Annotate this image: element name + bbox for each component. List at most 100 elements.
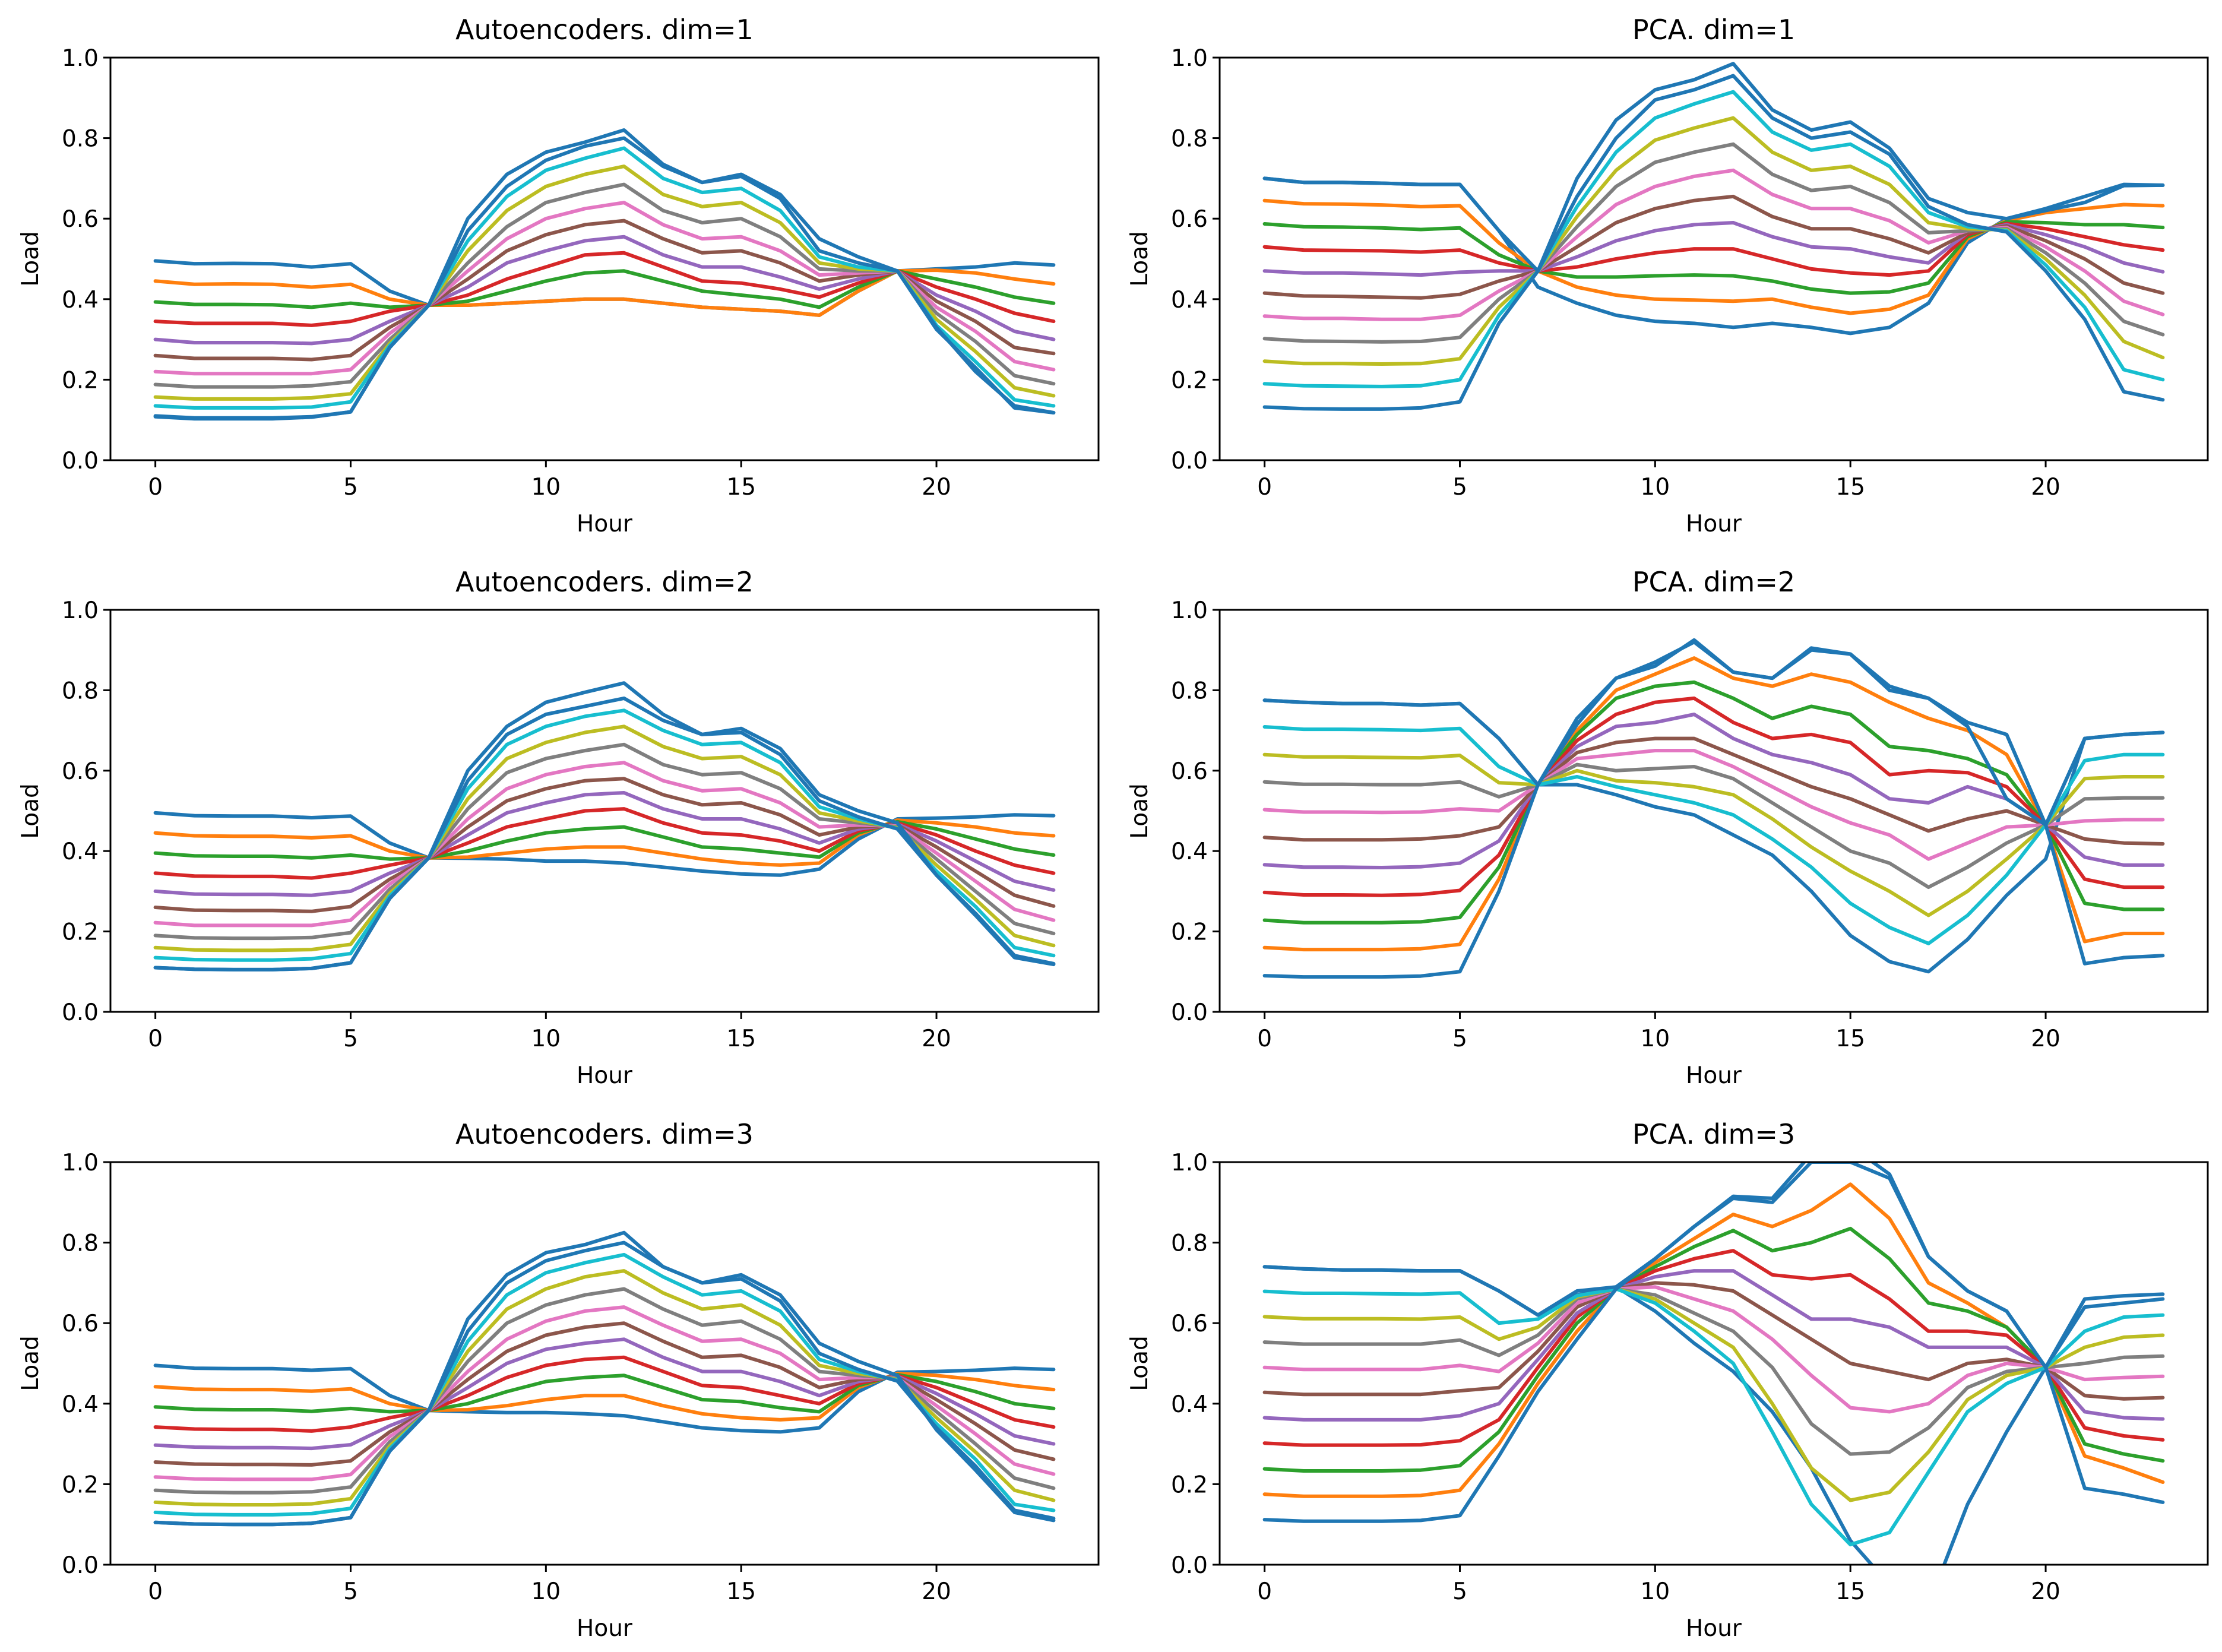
axes-frame <box>109 56 1100 461</box>
y-tick-label: 0.8 <box>62 126 99 153</box>
y-tick-label: 0.0 <box>1171 999 1208 1026</box>
series-line-c5 <box>1262 736 2165 846</box>
ticks-layer: 0.0 0.2 0.4 0.6 0.8 1.0 0 5 10 15 20 <box>1171 1150 2060 1605</box>
y-tick-label: 0.8 <box>1171 1230 1208 1257</box>
series-line-c1 <box>1262 656 2165 952</box>
x-axis-label: Hour <box>577 1062 633 1089</box>
x-tick-label: 0 <box>148 1578 163 1605</box>
series-line-c3 <box>1262 221 2165 277</box>
y-tick-label: 0.2 <box>62 919 99 946</box>
series-line-c1 <box>153 1371 1056 1422</box>
series-line-c11 <box>1262 1162 2165 1369</box>
panel-pca-dim2: PCA. dim=2 0.0 0.2 0.4 0.6 0.8 1.0 0 5 1… <box>1126 566 2209 1089</box>
y-tick-label: 0.0 <box>62 999 99 1026</box>
series-line-c11 <box>1262 62 2165 273</box>
series-line-c7 <box>1262 762 2165 890</box>
y-tick-label: 0.2 <box>62 367 99 394</box>
y-tick-label: 0.6 <box>62 1311 99 1337</box>
x-tick-label: 10 <box>531 1026 561 1052</box>
x-tick-label: 5 <box>343 474 358 501</box>
series-line-c11 <box>153 681 1056 971</box>
x-axis-label: Hour <box>1686 511 1742 537</box>
series-line-c11 <box>1262 638 2165 827</box>
y-tick-label: 0.4 <box>62 1391 99 1418</box>
y-tick-label: 1.0 <box>1171 597 1208 624</box>
y-tick-label: 0.8 <box>1171 678 1208 704</box>
series-line-c2 <box>1262 680 2165 925</box>
x-tick-label: 15 <box>726 1026 756 1052</box>
series-line-c9 <box>1262 725 2165 945</box>
panel-pca-dim3: PCA. dim=3 0.0 0.2 0.4 0.6 0.8 1.0 0 5 1… <box>1126 1118 2209 1642</box>
series-line-c5 <box>1262 194 2165 300</box>
series-layer <box>153 681 1056 971</box>
y-tick-label: 1.0 <box>1171 1150 1208 1176</box>
x-tick-label: 0 <box>1257 474 1272 501</box>
x-tick-label: 15 <box>726 474 756 501</box>
y-tick-label: 0.6 <box>1171 758 1208 785</box>
series-line-c2 <box>153 819 1056 861</box>
series-line-c6 <box>1262 1285 2165 1414</box>
ticks-layer: 0.0 0.2 0.4 0.6 0.8 1.0 0 5 10 15 20 <box>1171 45 2060 501</box>
series-line-c11 <box>153 128 1056 420</box>
axes-frame <box>1218 56 2209 461</box>
series-line-c1 <box>153 818 1056 867</box>
x-tick-label: 15 <box>1835 1578 1865 1605</box>
ticks-layer: 0.0 0.2 0.4 0.6 0.8 1.0 0 5 10 15 20 <box>62 45 951 501</box>
y-tick-label: 0.0 <box>1171 1552 1208 1579</box>
x-axis-label: Hour <box>577 1615 633 1642</box>
y-tick-label: 0.4 <box>62 838 99 865</box>
x-tick-label: 5 <box>1452 474 1467 501</box>
ticks-layer: 0.0 0.2 0.4 0.6 0.8 1.0 0 5 10 15 20 <box>1171 597 2060 1052</box>
panel-title: Autoencoders. dim=1 <box>455 14 754 46</box>
y-tick-label: 0.6 <box>1171 206 1208 233</box>
y-tick-label: 0.8 <box>1171 126 1208 153</box>
axes-frame <box>109 609 1100 1013</box>
y-tick-label: 0.4 <box>1171 838 1208 865</box>
panel-autoencoders-dim2: Autoencoders. dim=2 0.0 0.2 0.4 0.6 0.8 … <box>17 566 1100 1089</box>
y-tick-label: 0.6 <box>62 758 99 785</box>
y-tick-label: 0.2 <box>62 1471 99 1498</box>
x-tick-label: 10 <box>1641 1026 1670 1052</box>
series-line-c4 <box>1262 221 2165 277</box>
x-tick-label: 0 <box>148 474 163 501</box>
y-tick-label: 1.0 <box>62 1150 99 1176</box>
series-line-c1 <box>1262 198 2165 315</box>
x-tick-label: 20 <box>2031 474 2060 501</box>
series-layer <box>153 128 1056 421</box>
series-line-c5 <box>1262 1281 2165 1401</box>
y-tick-label: 0.0 <box>62 1552 99 1579</box>
series-line-c9 <box>1262 1287 2165 1547</box>
y-axis-label: Load <box>17 783 44 839</box>
x-axis-label: Hour <box>1686 1615 1742 1642</box>
x-tick-label: 15 <box>1835 474 1865 501</box>
axes-frame <box>109 1161 1100 1566</box>
series-line-c11 <box>153 1230 1056 1527</box>
y-axis-label: Load <box>17 231 44 287</box>
x-tick-label: 10 <box>531 1578 561 1605</box>
x-tick-label: 5 <box>343 1578 358 1605</box>
series-line-c3 <box>1262 696 2165 897</box>
x-tick-label: 5 <box>343 1026 358 1052</box>
x-tick-label: 20 <box>2031 1026 2060 1052</box>
ticks-layer: 0.0 0.2 0.4 0.6 0.8 1.0 0 5 10 15 20 <box>62 1150 951 1605</box>
x-tick-label: 5 <box>1452 1578 1467 1605</box>
y-tick-label: 0.4 <box>1171 287 1208 314</box>
ticks-layer: 0.0 0.2 0.4 0.6 0.8 1.0 0 5 10 15 20 <box>62 597 951 1052</box>
y-tick-label: 0.4 <box>1171 1391 1208 1418</box>
y-tick-label: 0.0 <box>62 448 99 474</box>
y-tick-label: 1.0 <box>62 597 99 624</box>
series-line-c6 <box>1262 749 2165 861</box>
x-tick-label: 0 <box>148 1026 163 1052</box>
series-line-c3 <box>1262 1249 2165 1447</box>
x-tick-label: 20 <box>922 1026 951 1052</box>
y-tick-label: 0.0 <box>1171 448 1208 474</box>
x-tick-label: 15 <box>1835 1026 1865 1052</box>
x-tick-label: 0 <box>1257 1578 1272 1605</box>
series-line-c6 <box>153 1305 1056 1482</box>
series-layer <box>1262 638 2165 979</box>
y-axis-label: Load <box>1126 231 1153 287</box>
y-tick-label: 0.6 <box>62 206 99 233</box>
series-line-c3 <box>153 807 1056 880</box>
y-tick-label: 0.4 <box>62 287 99 314</box>
series-line-c4 <box>1262 1269 2165 1422</box>
